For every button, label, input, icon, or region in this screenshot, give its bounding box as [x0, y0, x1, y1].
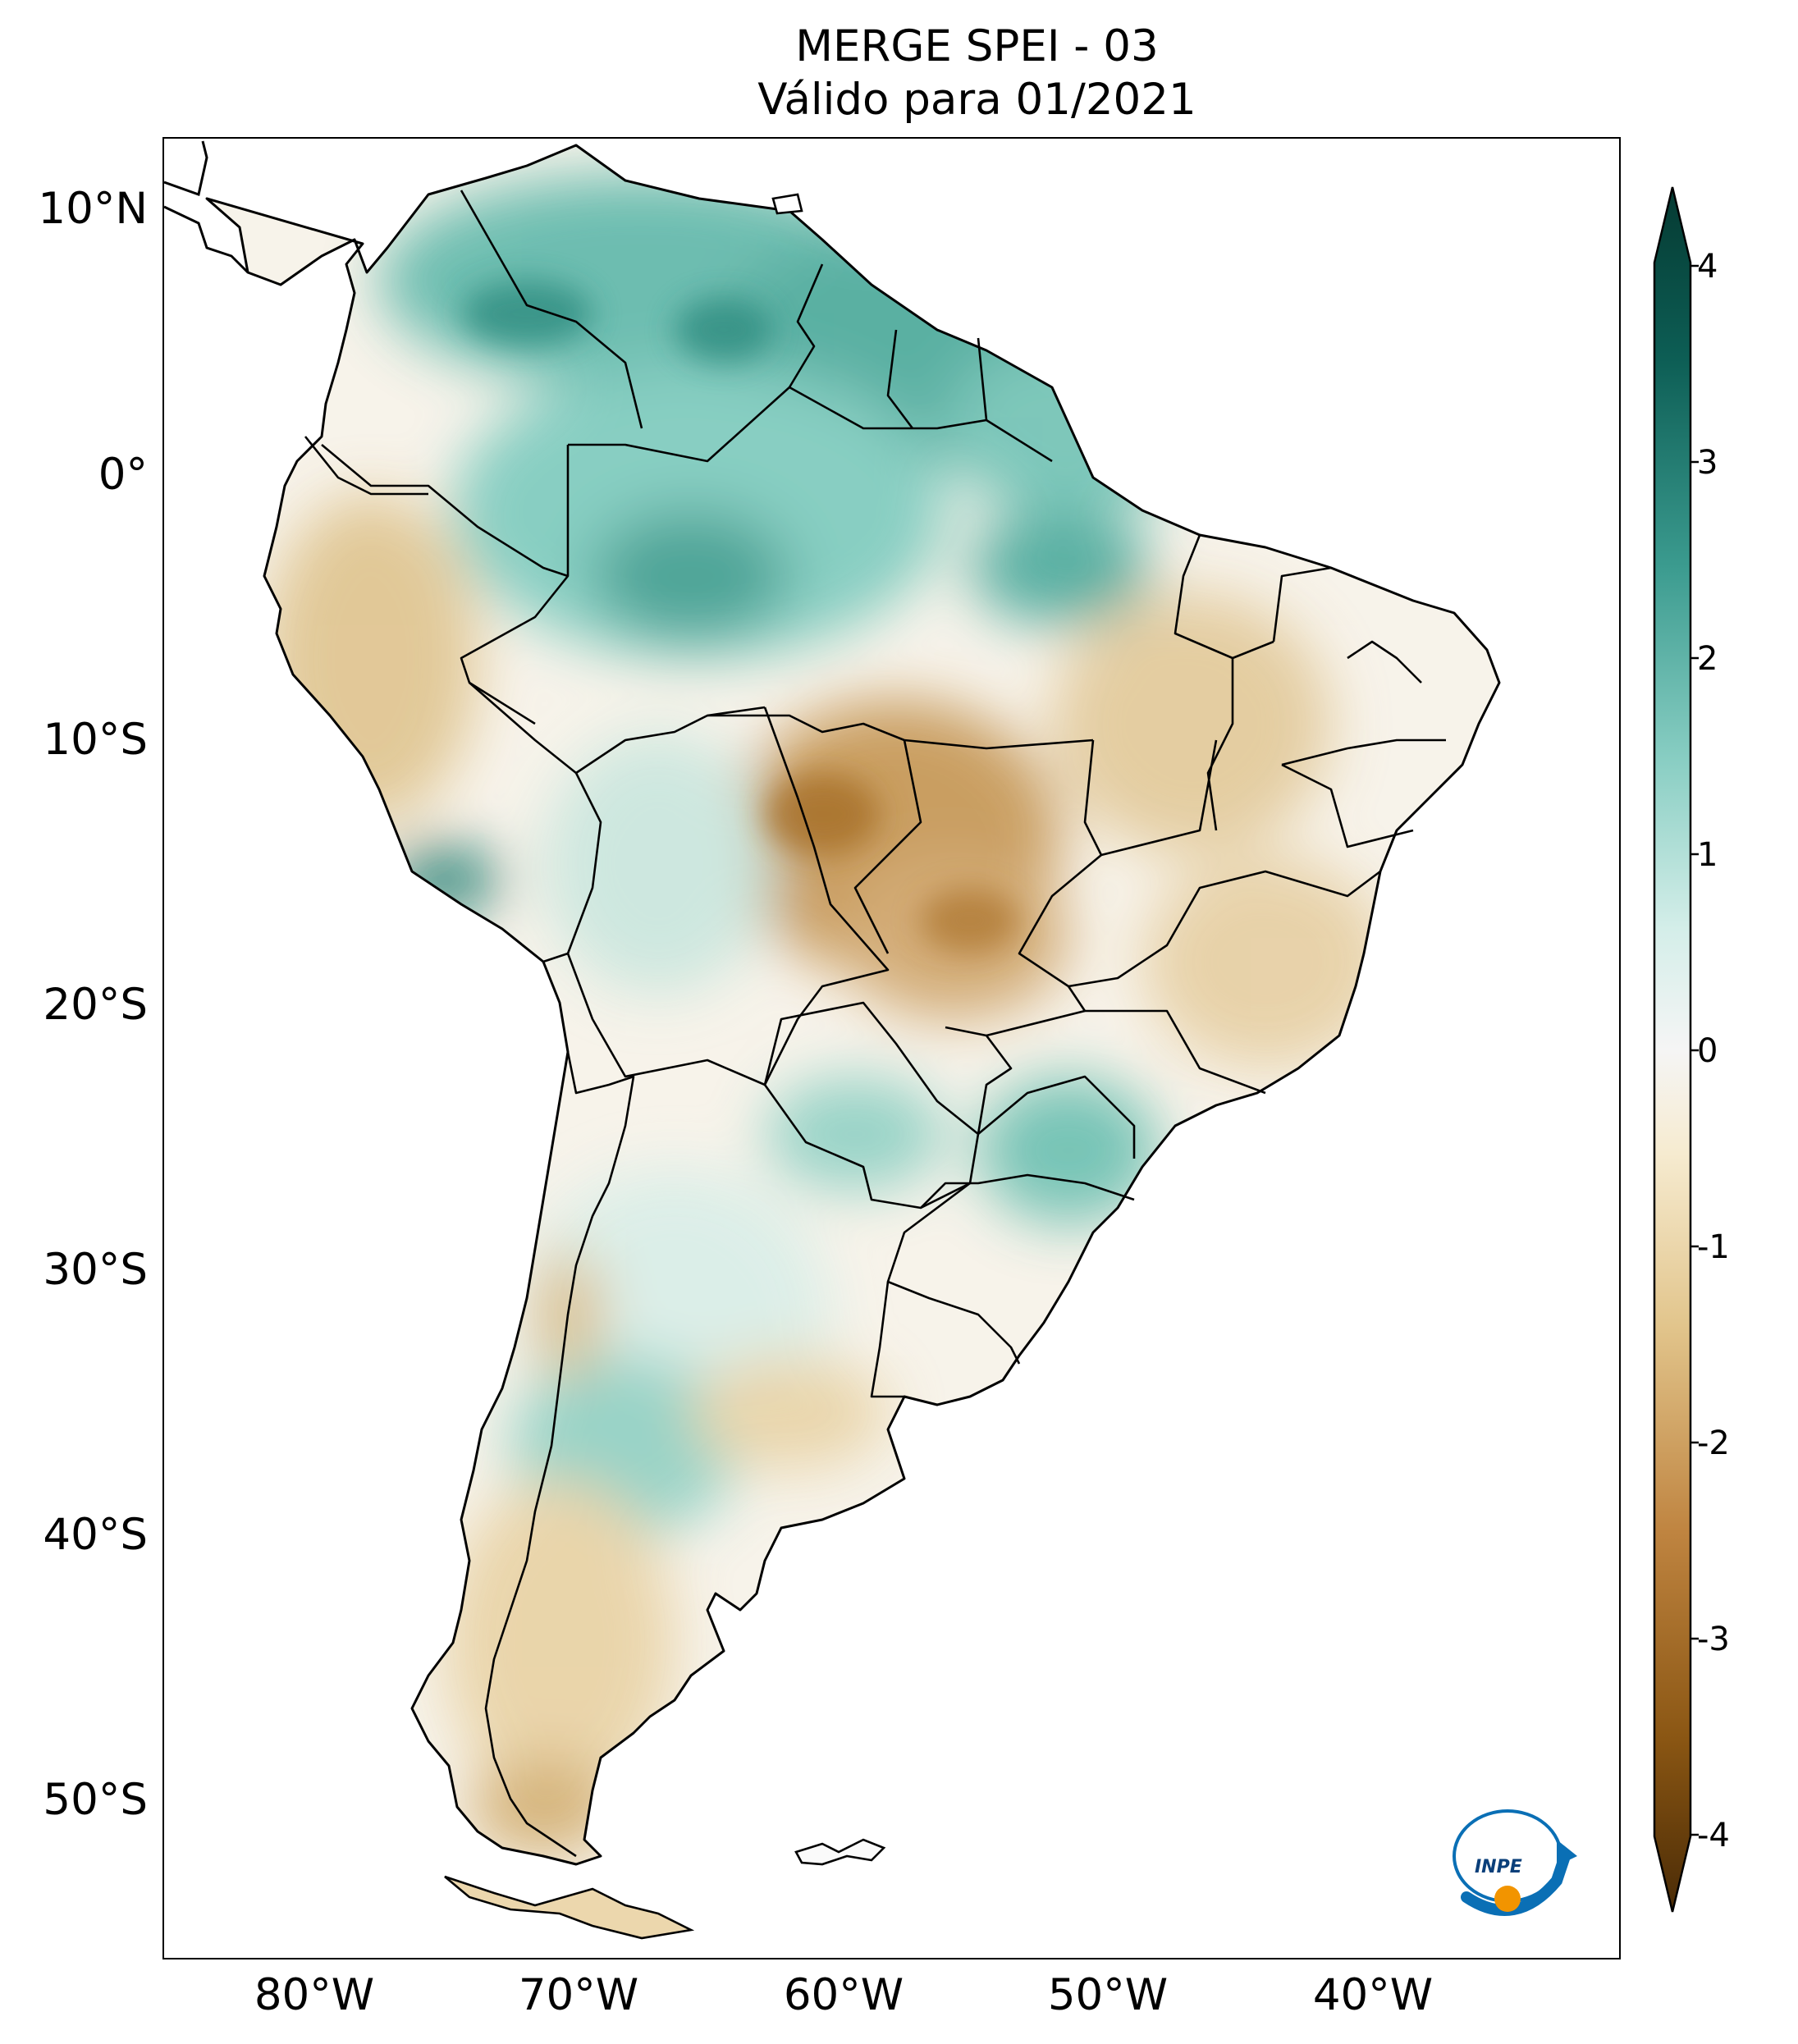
central-america-coast: [164, 205, 249, 274]
colorbar-label-0: 0: [1697, 1032, 1718, 1070]
lon-label-40w: 40°W: [1312, 1970, 1434, 2020]
country-borders: [304, 190, 1446, 1858]
falkland-islands: [794, 1838, 886, 1866]
colorbar-label-4: 4: [1697, 248, 1718, 286]
coastline: [205, 144, 1501, 1866]
colorbar-label-1: 1: [1697, 836, 1718, 874]
lat-label-10s: 10°S: [43, 715, 148, 765]
lat-label-40s: 40°S: [43, 1510, 148, 1560]
lat-label-10n: 10°N: [38, 184, 148, 234]
colorbar-label-minus-4: -4: [1697, 1817, 1730, 1854]
colorbar-label-2: 2: [1697, 640, 1718, 678]
tierra-del-fuego: [444, 1875, 695, 1940]
colorbar-ticks: [1690, 264, 1699, 1836]
lon-label-50w: 50°W: [1047, 1970, 1169, 2020]
map-title-line1: MERGE SPEI - 03: [795, 21, 1159, 71]
colorbar-bar: [1653, 186, 1692, 1913]
trinidad-island: [771, 193, 803, 215]
colorbar-label-minus-2: -2: [1697, 1424, 1730, 1462]
colorbar-label-minus-1: -1: [1697, 1228, 1730, 1266]
south-america-map: INPE: [164, 140, 1577, 1940]
inpe-logo-text: INPE: [1475, 1857, 1522, 1877]
lon-label-60w: 60°W: [783, 1970, 904, 2020]
central-america-coast-north: [164, 140, 208, 196]
lat-label-20s: 20°S: [43, 980, 148, 1030]
lat-label-0: 0°: [98, 450, 148, 500]
colorbar-label-3: 3: [1697, 444, 1718, 482]
lat-label-50s: 50°S: [43, 1775, 148, 1825]
lat-label-30s: 30°S: [43, 1245, 148, 1295]
map-panel: INPE: [162, 137, 1621, 1959]
colorbar: [1653, 186, 1699, 1913]
lon-label-70w: 70°W: [518, 1970, 639, 2020]
inpe-logo: INPE: [1453, 1809, 1577, 1916]
map-title-line2: Válido para 01/2021: [757, 75, 1196, 125]
lon-label-80w: 80°W: [254, 1970, 375, 2020]
colorbar-label-minus-3: -3: [1697, 1621, 1730, 1658]
